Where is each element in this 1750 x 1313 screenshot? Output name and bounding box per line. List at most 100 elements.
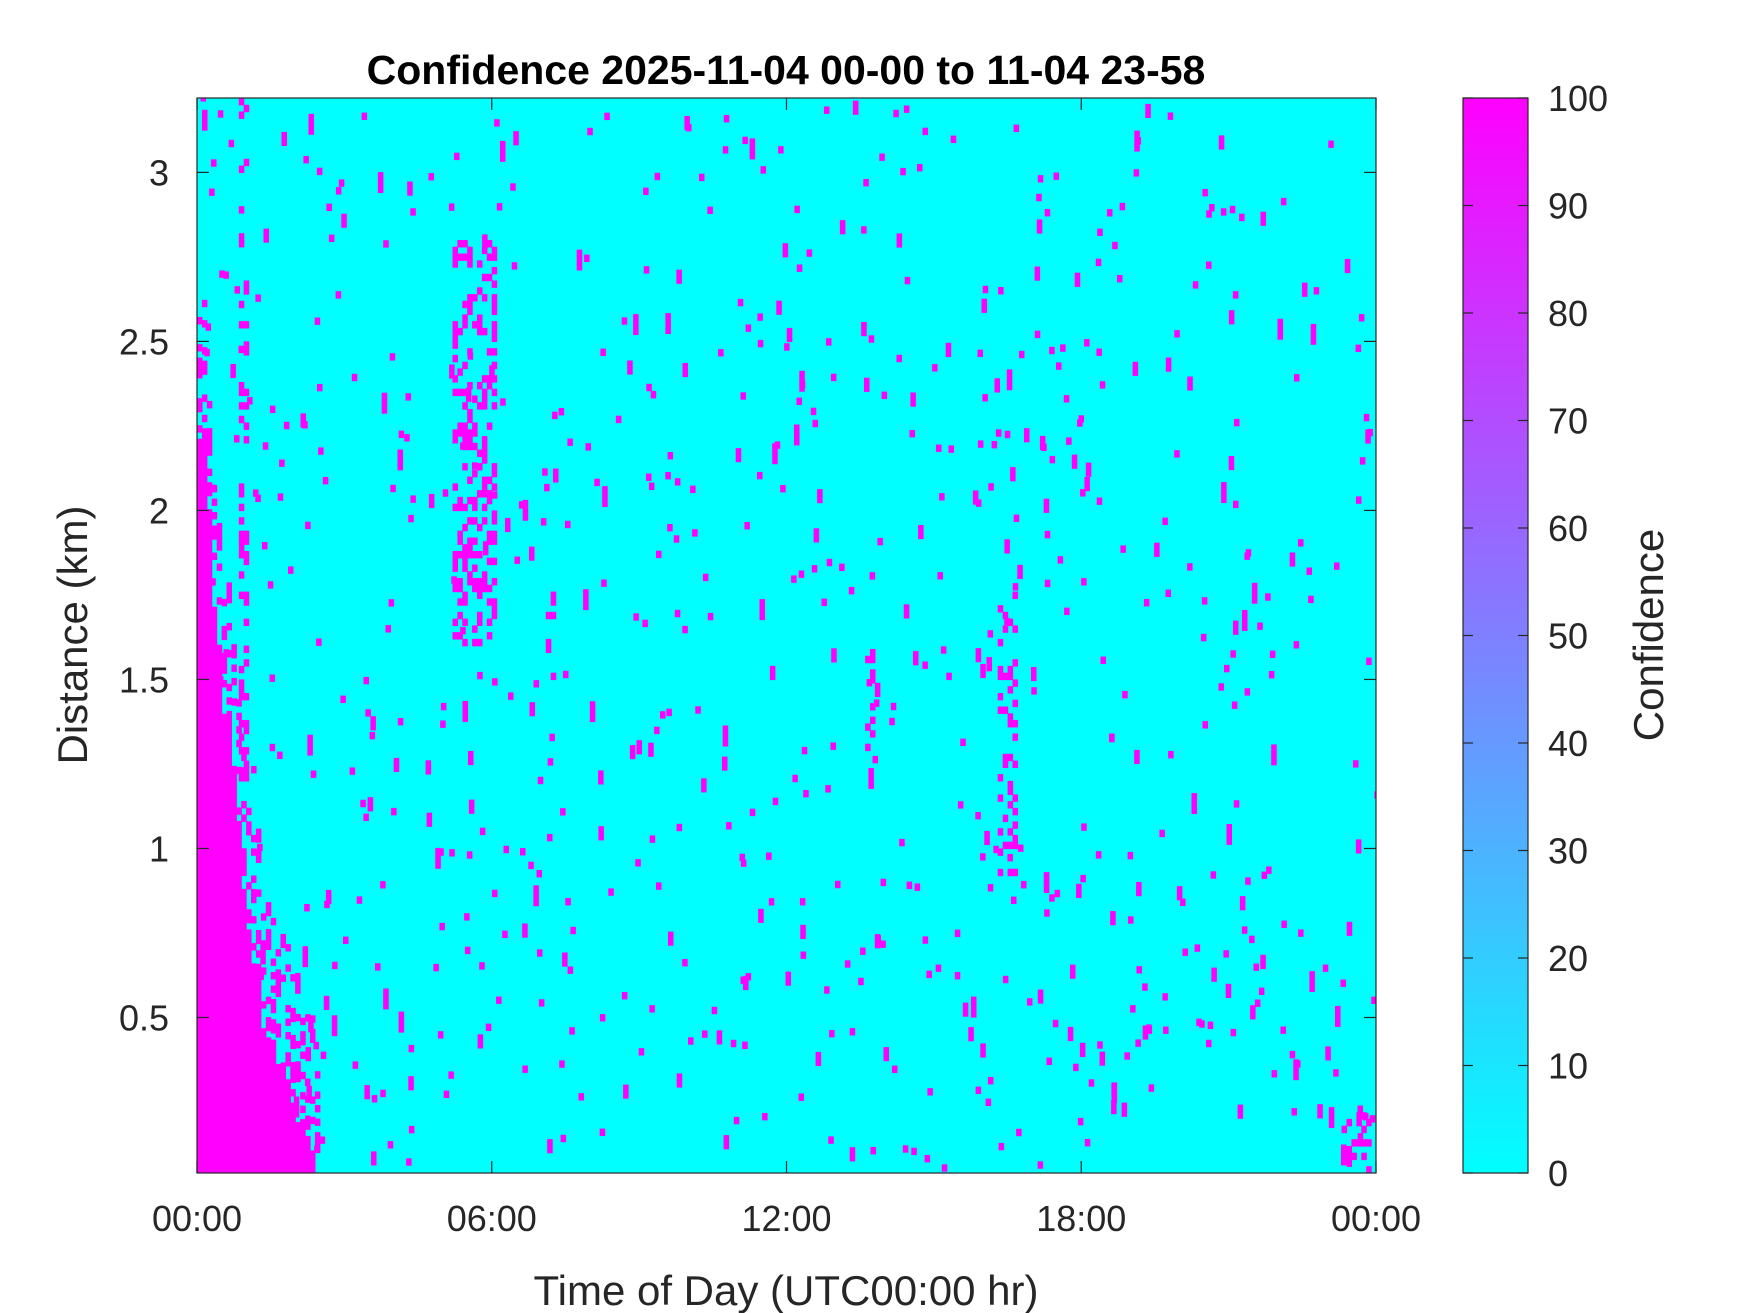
heatmap-cell <box>1165 357 1172 365</box>
heatmap-cell <box>255 950 262 958</box>
heatmap-cell <box>684 116 690 124</box>
heatmap-cell <box>1359 457 1366 465</box>
heatmap-cell <box>940 646 947 654</box>
heatmap-cell <box>209 484 216 492</box>
heatmap-cell <box>896 240 903 248</box>
heatmap-cell <box>300 1031 306 1039</box>
heatmap-cell <box>1280 1026 1286 1034</box>
heatmap-cell <box>477 402 483 410</box>
heatmap-cell <box>491 537 498 545</box>
heatmap-cell <box>1136 882 1142 890</box>
heatmap-cell <box>633 320 639 329</box>
heatmap-cell <box>314 1118 321 1126</box>
heatmap-cell <box>796 264 803 272</box>
heatmap-cell <box>205 323 211 331</box>
heatmap-cell <box>486 618 493 626</box>
heatmap-cell <box>1260 961 1266 969</box>
heatmap-cell <box>216 536 223 544</box>
heatmap-cell <box>1121 1102 1128 1110</box>
heatmap-cell <box>367 804 374 812</box>
heatmap-cell <box>547 758 554 766</box>
heatmap-cell <box>1002 814 1009 823</box>
heatmap-cell <box>370 716 376 724</box>
heatmap-cell <box>462 707 468 716</box>
heatmap-cell <box>776 300 782 309</box>
heatmap-cell <box>1031 673 1037 682</box>
heatmap-cell <box>615 415 622 424</box>
heatmap-cell <box>452 375 458 383</box>
heatmap-cell <box>1317 1104 1323 1112</box>
x-axis-label: Time of Day (UTC00:00 hr) <box>534 1267 1039 1313</box>
heatmap-cell <box>1007 672 1014 681</box>
heatmap-cell <box>361 112 368 120</box>
heatmap-cell <box>682 363 688 371</box>
heatmap-cell <box>491 334 498 342</box>
heatmap-cell <box>800 951 807 959</box>
heatmap-cell <box>900 167 906 176</box>
y-tick-label: 1 <box>149 828 169 869</box>
heatmap-cell <box>491 253 498 261</box>
heatmap-cell <box>722 739 729 747</box>
heatmap-cell <box>889 717 895 726</box>
heatmap-cell <box>1335 1012 1341 1021</box>
heatmap-cell <box>1374 791 1376 799</box>
heatmap-cell <box>481 456 488 464</box>
heatmap-cell <box>290 1007 296 1016</box>
heatmap-cell <box>868 781 874 789</box>
heatmap-cell <box>971 1003 977 1011</box>
heatmap-cell <box>757 339 764 348</box>
heatmap-cell <box>451 576 457 584</box>
heatmap-cell <box>462 503 468 512</box>
heatmap-cell <box>1293 1059 1299 1067</box>
heatmap-cell <box>238 530 245 539</box>
heatmap-cell <box>1122 691 1128 699</box>
heatmap-cell <box>643 266 650 274</box>
heatmap-cell <box>585 443 591 451</box>
heatmap-cell <box>986 657 992 665</box>
heatmap-cell <box>1034 330 1041 339</box>
heatmap-cell <box>1221 495 1227 503</box>
heatmap-cell <box>246 882 252 890</box>
heatmap-cell <box>646 473 652 481</box>
heatmap-cell <box>452 341 458 349</box>
heatmap-cell <box>1021 881 1027 889</box>
heatmap-cell <box>1366 1166 1372 1173</box>
heatmap-cell <box>1176 886 1183 894</box>
x-tick-label: 12:00 <box>741 1198 831 1239</box>
heatmap-cell <box>1334 562 1340 570</box>
heatmap-cell <box>768 898 775 906</box>
heatmap-cell <box>739 853 745 862</box>
heatmap-cell <box>377 172 384 180</box>
heatmap-cell <box>1196 1018 1202 1027</box>
heatmap-cell <box>491 491 498 499</box>
heatmap-cell <box>1006 376 1013 384</box>
heatmap-cell <box>828 1136 834 1144</box>
heatmap-cell <box>1176 892 1183 901</box>
heatmap-cell <box>536 870 542 878</box>
heatmap-cell <box>686 124 692 132</box>
heatmap-cell <box>1099 1051 1106 1059</box>
heatmap-cell <box>1043 505 1050 513</box>
heatmap-cell <box>1119 202 1126 211</box>
heatmap-cell <box>1043 498 1050 507</box>
heatmap-cell <box>1220 208 1227 216</box>
heatmap-cell <box>211 606 218 1173</box>
heatmap-cell <box>486 476 493 484</box>
heatmap-cell <box>861 322 867 330</box>
heatmap-cell <box>723 115 730 123</box>
heatmap-cell <box>701 778 707 786</box>
heatmap-cell <box>980 663 986 672</box>
heatmap-cell <box>1346 928 1353 936</box>
heatmap-cell <box>477 321 483 329</box>
heatmap-cell <box>243 158 250 167</box>
heatmap-cell <box>295 1013 301 1022</box>
heatmap-cell <box>270 1019 277 1027</box>
heatmap-cell <box>701 785 707 793</box>
heatmap-cell <box>300 1017 306 1026</box>
heatmap-cell <box>1117 275 1123 283</box>
heatmap-cell <box>230 370 236 379</box>
heatmap-cell <box>1076 890 1082 898</box>
heatmap-cell <box>323 995 330 1004</box>
heatmap-cell <box>349 767 356 775</box>
heatmap-cell <box>547 1145 553 1154</box>
